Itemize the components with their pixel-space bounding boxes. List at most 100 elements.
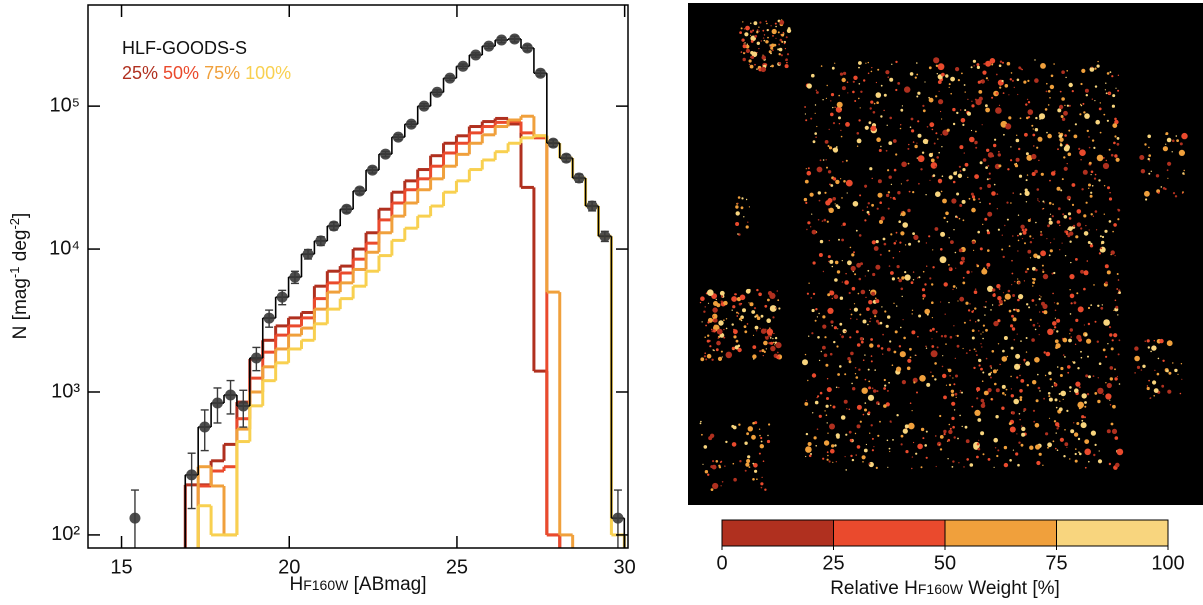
map-source — [733, 334, 736, 337]
map-source — [868, 300, 873, 305]
map-source — [982, 324, 986, 327]
map-source — [720, 300, 723, 303]
map-source — [719, 290, 725, 296]
map-source — [888, 265, 891, 267]
colorbar-segment — [1056, 519, 1169, 547]
map-source — [1080, 227, 1083, 230]
map-source — [744, 51, 746, 54]
map-source — [955, 374, 958, 378]
map-source — [1052, 203, 1054, 206]
map-source — [742, 21, 744, 23]
map-source — [955, 267, 957, 269]
map-source — [887, 315, 891, 319]
map-source — [832, 461, 834, 463]
map-source — [913, 381, 916, 384]
map-source — [1117, 279, 1120, 281]
map-source — [976, 63, 980, 67]
map-source — [934, 378, 937, 381]
map-source — [837, 328, 839, 330]
map-source — [925, 242, 928, 244]
map-source — [998, 151, 1000, 153]
map-source — [867, 411, 871, 415]
map-source — [961, 72, 963, 75]
map-source — [769, 45, 772, 48]
map-source — [909, 126, 912, 128]
map-source — [1034, 78, 1039, 83]
map-source — [740, 27, 743, 30]
map-source — [1140, 169, 1146, 174]
map-source — [951, 393, 955, 397]
map-source — [711, 358, 714, 361]
map-source — [1004, 394, 1007, 396]
map-source — [843, 399, 848, 404]
map-source — [965, 352, 968, 354]
map-source — [736, 315, 739, 317]
map-source — [956, 216, 959, 219]
map-source — [764, 328, 767, 331]
map-source — [1114, 119, 1119, 125]
map-source — [1097, 377, 1100, 379]
map-source — [901, 105, 904, 107]
map-source — [973, 65, 975, 67]
map-source — [993, 437, 998, 443]
map-source — [815, 89, 818, 92]
map-source — [975, 130, 977, 133]
map-source — [995, 415, 999, 419]
map-source — [1034, 423, 1040, 428]
map-source — [973, 249, 975, 251]
map-source — [998, 104, 1001, 106]
data-point — [457, 60, 469, 72]
map-source — [1018, 413, 1021, 415]
map-source — [891, 277, 896, 281]
map-source — [977, 230, 980, 234]
map-source — [1025, 201, 1028, 203]
map-source — [1157, 191, 1160, 194]
map-source — [1074, 388, 1079, 394]
map-source — [956, 111, 959, 115]
plot-frame — [87, 4, 629, 549]
map-source — [815, 308, 818, 311]
map-source — [901, 276, 905, 280]
map-source — [1090, 304, 1093, 306]
map-source — [853, 307, 859, 312]
map-source — [926, 265, 928, 267]
map-source — [912, 232, 915, 236]
map-source — [948, 264, 950, 266]
map-source — [1057, 148, 1059, 151]
map-source — [902, 428, 908, 434]
map-source — [760, 314, 764, 318]
map-source — [1154, 369, 1156, 371]
map-source — [823, 353, 828, 358]
map-source — [1088, 460, 1090, 463]
map-source — [1024, 228, 1028, 232]
map-source — [741, 39, 743, 41]
map-source — [854, 432, 857, 435]
map-source — [740, 206, 744, 210]
x-tick-label: 30 — [614, 556, 636, 578]
map-source — [1042, 273, 1049, 280]
map-source — [818, 414, 822, 418]
map-source — [1088, 187, 1090, 189]
map-source — [1004, 224, 1006, 227]
map-source — [986, 231, 991, 235]
legend: 25% 50% 75% 100% — [122, 63, 291, 83]
map-source — [712, 460, 715, 463]
map-source — [701, 321, 703, 323]
map-source — [1058, 393, 1061, 395]
map-source — [986, 148, 990, 152]
map-source — [750, 51, 754, 55]
map-source — [883, 93, 887, 97]
map-source — [889, 340, 892, 343]
map-source — [1153, 388, 1159, 393]
map-source — [908, 422, 915, 430]
map-source — [835, 461, 837, 463]
y-tick-label: 10⁴ — [49, 237, 80, 259]
map-source — [766, 328, 774, 336]
map-source — [1113, 333, 1118, 338]
map-source — [1094, 67, 1097, 70]
map-source — [848, 291, 851, 295]
map-source — [829, 352, 833, 356]
map-source — [1080, 159, 1082, 161]
map-source — [952, 122, 956, 126]
map-source — [761, 349, 765, 353]
